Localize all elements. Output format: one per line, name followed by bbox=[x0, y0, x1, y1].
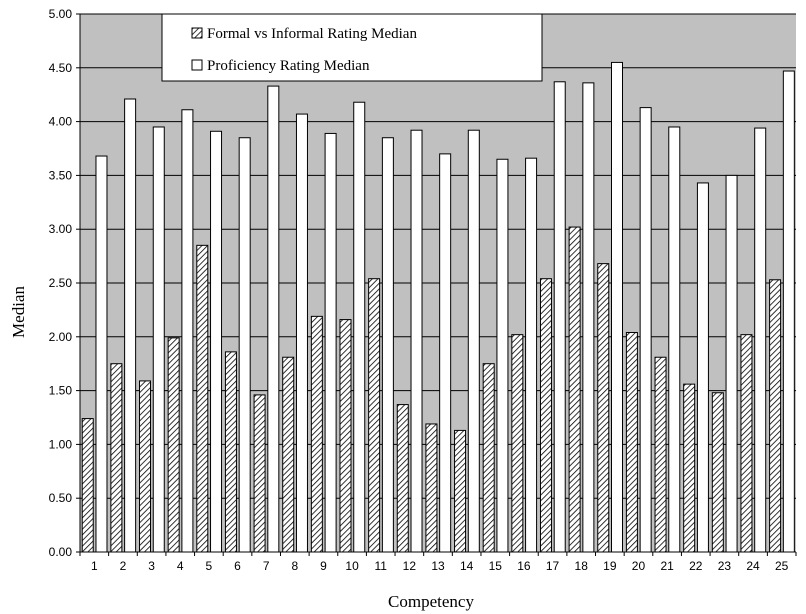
bar-formal bbox=[454, 429, 467, 553]
bar-proficiency bbox=[410, 129, 423, 553]
y-tick-label: 2.50 bbox=[49, 276, 73, 290]
bar-proficiency bbox=[782, 70, 795, 553]
y-tick-label: 2.00 bbox=[49, 330, 73, 344]
bar-formal bbox=[339, 319, 352, 553]
x-tick-label: 6 bbox=[234, 559, 241, 573]
bar-proficiency bbox=[210, 130, 223, 553]
x-tick-label: 20 bbox=[632, 559, 646, 573]
bar-proficiency bbox=[496, 158, 509, 553]
y-tick-label: 1.00 bbox=[49, 437, 73, 451]
bar-formal bbox=[368, 278, 381, 553]
bar-formal bbox=[711, 392, 724, 553]
legend-swatch-proficiency bbox=[191, 59, 203, 71]
x-tick-label: 19 bbox=[603, 559, 617, 573]
bar-proficiency bbox=[267, 85, 280, 553]
x-tick-label: 12 bbox=[403, 559, 417, 573]
bar-proficiency bbox=[295, 113, 308, 553]
bar-proficiency bbox=[696, 182, 709, 553]
bar-formal bbox=[224, 351, 237, 553]
x-tick-label: 11 bbox=[374, 559, 387, 573]
bar-formal bbox=[310, 315, 323, 553]
y-tick-label: 4.50 bbox=[49, 61, 73, 75]
bar-proficiency bbox=[639, 107, 652, 553]
y-tick-label: 4.00 bbox=[49, 115, 73, 129]
x-tick-label: 23 bbox=[718, 559, 732, 573]
bar-formal bbox=[539, 278, 552, 553]
bar-proficiency bbox=[152, 126, 165, 553]
bar-formal bbox=[110, 363, 123, 553]
bar-formal bbox=[568, 226, 581, 553]
bar-formal bbox=[740, 334, 753, 553]
x-tick-label: 22 bbox=[689, 559, 703, 573]
bar-formal bbox=[396, 404, 409, 553]
bar-formal bbox=[683, 383, 696, 553]
x-tick-label: 24 bbox=[746, 559, 760, 573]
legend-box bbox=[161, 13, 543, 82]
bar-formal bbox=[139, 380, 152, 553]
x-tick-label: 17 bbox=[546, 559, 560, 573]
y-tick-label: 0.00 bbox=[49, 545, 73, 559]
x-tick-label: 21 bbox=[660, 559, 674, 573]
bar-formal bbox=[654, 356, 667, 553]
x-tick-label: 15 bbox=[489, 559, 503, 573]
x-tick-label: 14 bbox=[460, 559, 474, 573]
x-tick-label: 5 bbox=[206, 559, 213, 573]
x-tick-label: 13 bbox=[431, 559, 445, 573]
y-tick-label: 3.50 bbox=[49, 168, 73, 182]
bar-proficiency bbox=[467, 129, 480, 553]
x-tick-label: 1 bbox=[91, 559, 98, 573]
bar-proficiency bbox=[668, 126, 681, 553]
x-tick-label: 10 bbox=[345, 559, 359, 573]
bars bbox=[81, 61, 795, 553]
bar-proficiency bbox=[181, 109, 194, 553]
bar-proficiency bbox=[754, 127, 767, 553]
bar-formal bbox=[81, 418, 94, 553]
bar-proficiency bbox=[582, 82, 595, 553]
bar-formal bbox=[597, 263, 610, 553]
y-axis-title: Median bbox=[9, 286, 28, 338]
legend-label-proficiency: Proficiency Rating Median bbox=[207, 58, 370, 74]
y-axis-ticks: 0.00 0.50 1.00 1.50 2.00 2.50 3.00 3.50 4.00 4.50… bbox=[49, 7, 80, 559]
bar-formal bbox=[625, 331, 638, 553]
x-tick-label: 25 bbox=[775, 559, 789, 573]
bar-formal bbox=[253, 394, 266, 553]
y-tick-label: 0.50 bbox=[49, 491, 73, 505]
legend-label-formal: Formal vs Informal Rating Median bbox=[207, 26, 417, 42]
bar-formal bbox=[167, 337, 180, 553]
x-tick-label: 7 bbox=[263, 559, 270, 573]
legend-swatch-formal bbox=[191, 27, 203, 39]
bar-proficiency bbox=[611, 61, 623, 553]
x-tick-label: 4 bbox=[177, 559, 184, 573]
x-tick-label: 8 bbox=[291, 559, 298, 573]
bar-proficiency bbox=[353, 101, 366, 553]
bar-formal bbox=[196, 244, 209, 553]
x-tick-label: 2 bbox=[120, 559, 127, 573]
x-axis-title: Competency bbox=[388, 592, 474, 611]
bar-proficiency bbox=[439, 153, 452, 553]
x-tick-label: 9 bbox=[320, 559, 327, 573]
bar-proficiency bbox=[553, 81, 566, 553]
bar-formal bbox=[511, 334, 524, 553]
bar-proficiency bbox=[95, 155, 108, 553]
bar-proficiency bbox=[124, 98, 137, 553]
legend: Formal vs Informal Rating Median Profici… bbox=[161, 13, 543, 82]
x-axis-ticks: 1 2 3 4 5 6 7 8 9 10 11 12 13 14 15 16 17 18 19 20 21 22 23 24 2… bbox=[79, 552, 797, 573]
bar-formal bbox=[769, 279, 782, 553]
x-tick-label: 16 bbox=[517, 559, 531, 573]
x-tick-label: 18 bbox=[575, 559, 589, 573]
bar-proficiency bbox=[725, 174, 738, 553]
bar-proficiency bbox=[381, 137, 394, 553]
bar-proficiency bbox=[525, 157, 538, 553]
y-tick-label: 5.00 bbox=[49, 7, 73, 21]
bar-formal bbox=[282, 356, 295, 553]
x-tick-label: 3 bbox=[148, 559, 155, 573]
bar-proficiency bbox=[324, 132, 337, 553]
bar-formal bbox=[425, 423, 438, 553]
y-tick-label: 3.00 bbox=[49, 222, 73, 236]
bar-formal bbox=[482, 363, 495, 553]
bar-proficiency bbox=[238, 137, 251, 553]
y-tick-label: 1.50 bbox=[49, 384, 73, 398]
